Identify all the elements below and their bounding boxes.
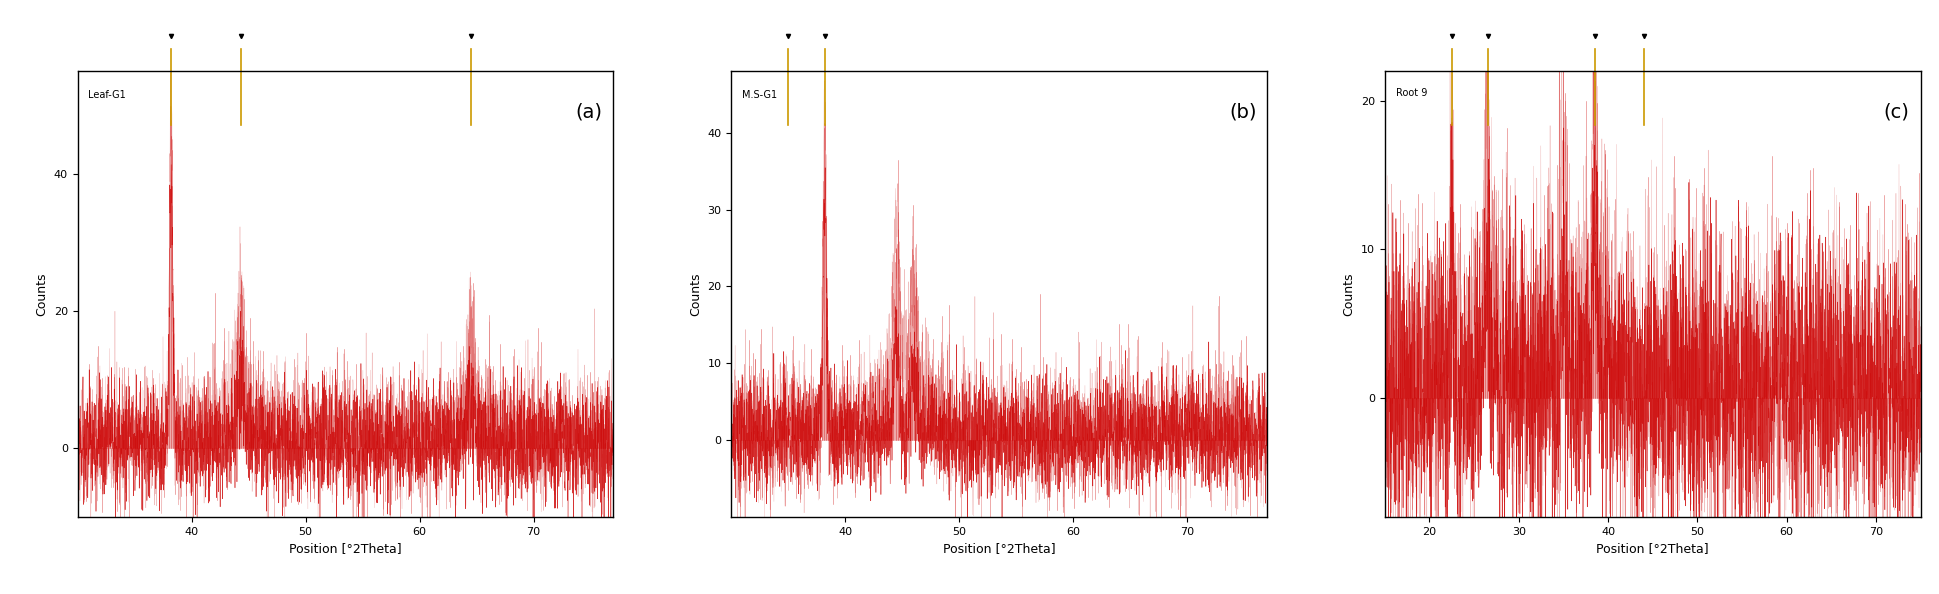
Y-axis label: Counts: Counts — [1342, 272, 1355, 316]
Text: Root 9: Root 9 — [1394, 88, 1427, 97]
X-axis label: Position [°2Theta]: Position [°2Theta] — [289, 542, 401, 555]
Text: (a): (a) — [576, 103, 603, 121]
Text: M.S-G1: M.S-G1 — [741, 90, 778, 100]
Y-axis label: Counts: Counts — [35, 272, 48, 316]
X-axis label: Position [°2Theta]: Position [°2Theta] — [1596, 542, 1708, 555]
Y-axis label: Counts: Counts — [688, 272, 702, 316]
Text: (c): (c) — [1883, 103, 1908, 121]
Text: Leaf-G1: Leaf-G1 — [89, 90, 126, 100]
X-axis label: Position [°2Theta]: Position [°2Theta] — [942, 542, 1055, 555]
Text: (b): (b) — [1229, 103, 1256, 121]
